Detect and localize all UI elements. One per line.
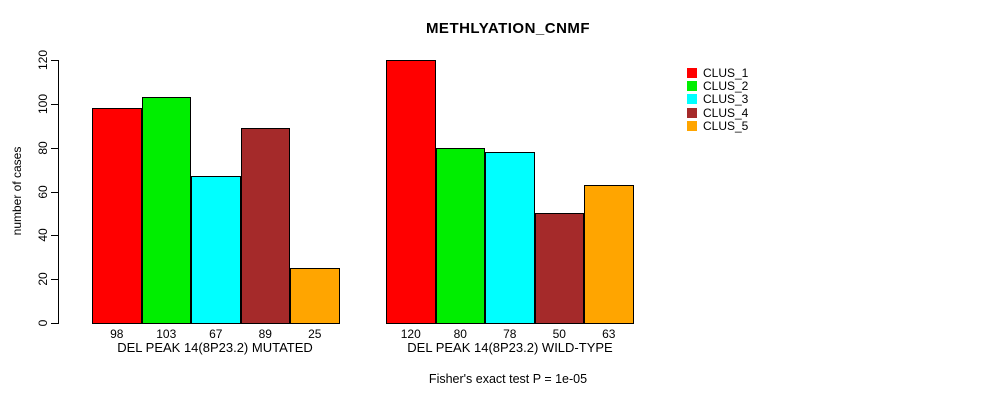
bar-value-label: 50 — [552, 327, 566, 341]
y-tick-label-60: 60 — [36, 184, 50, 199]
fisher-test-annotation: Fisher's exact test P = 1e-05 — [428, 372, 588, 386]
legend-row-clus_2: CLUS_2 — [687, 78, 749, 93]
y-tick-mark-60 — [51, 191, 58, 193]
y-axis-title: number of cases — [10, 146, 24, 236]
bar-value-label: 25 — [308, 327, 322, 341]
bar-clus_1-group2 — [386, 60, 436, 324]
bar-clus_1-group1 — [92, 108, 142, 324]
bar-value-label: 63 — [602, 327, 616, 341]
bar-clus_3-group1 — [191, 176, 241, 324]
bar-clus_5-group1 — [290, 268, 340, 324]
bar-clus_2-group1 — [141, 97, 191, 324]
legend-swatch-icon — [687, 67, 697, 78]
legend-swatch-icon — [687, 107, 697, 118]
y-tick-mark-120 — [51, 60, 58, 61]
legend-label: CLUS_3 — [703, 92, 749, 107]
y-tick-label-0: 0 — [36, 319, 50, 327]
y-tick-mark-20 — [51, 279, 58, 281]
legend-label: CLUS_1 — [703, 65, 749, 80]
y-axis-line — [58, 60, 59, 324]
y-tick-mark-0 — [51, 323, 58, 324]
bar-value-label: 78 — [503, 327, 517, 341]
legend-swatch-icon — [687, 120, 697, 131]
legend-row-clus_1: CLUS_1 — [687, 65, 749, 80]
bar-value-label: 67 — [209, 327, 223, 341]
group-label-wild-type: DEL PEAK 14(8P23.2) WILD-TYPE — [407, 340, 613, 355]
y-tick-label-120: 120 — [36, 49, 50, 71]
bar-clus_4-group2 — [534, 213, 584, 324]
legend-label: CLUS_5 — [703, 118, 749, 133]
legend-row-clus_4: CLUS_4 — [687, 105, 749, 120]
chart-title: METHLYATION_CNMF — [425, 20, 591, 37]
y-tick-label-40: 40 — [36, 228, 50, 243]
bar-clus_4-group1 — [240, 127, 290, 324]
legend-row-clus_3: CLUS_3 — [687, 92, 749, 107]
legend: CLUS_1 CLUS_2 CLUS_3 CLUS_4 CLUS_5 — [687, 65, 749, 133]
y-tick-mark-80 — [51, 147, 58, 149]
y-tick-label-20: 20 — [36, 272, 50, 286]
legend-swatch-icon — [687, 80, 697, 91]
bar-value-label: 89 — [258, 327, 272, 341]
bar-value-label: 103 — [156, 327, 177, 341]
legend-label: CLUS_4 — [703, 105, 749, 120]
bar-clus_5-group2 — [584, 184, 634, 324]
legend-row-clus_5: CLUS_5 — [687, 118, 749, 133]
bar-value-label: 120 — [400, 327, 421, 341]
legend-swatch-icon — [687, 94, 697, 105]
legend-label: CLUS_2 — [703, 78, 749, 93]
y-tick-label-80: 80 — [36, 140, 50, 155]
y-tick-mark-100 — [51, 103, 58, 105]
bar-clus_2-group2 — [435, 147, 485, 324]
bar-clus_3-group2 — [485, 152, 535, 324]
bar-value-label: 98 — [110, 327, 124, 341]
group-label-mutated: DEL PEAK 14(8P23.2) MUTATED — [117, 340, 313, 355]
y-tick-mark-40 — [51, 235, 58, 237]
y-tick-label-100: 100 — [36, 93, 50, 114]
bar-value-label: 80 — [453, 327, 467, 341]
